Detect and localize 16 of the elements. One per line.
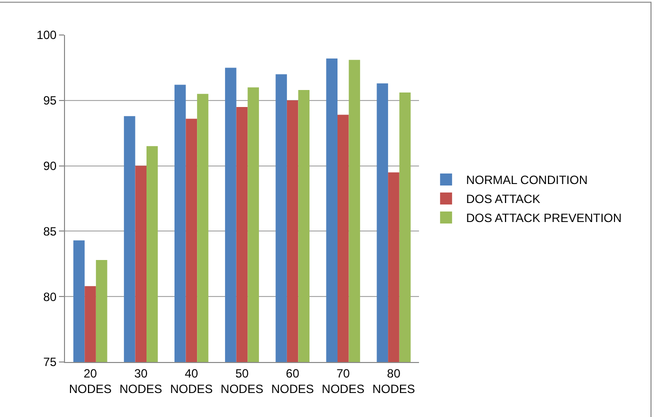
x-tick-label: 70 NODES [322,366,364,396]
x-tick-label: 80 NODES [372,366,416,396]
y-tick-label: 80 [43,290,57,304]
y-tick-label: 75 [43,355,57,370]
y-tick-label: 90 [43,159,57,173]
legend-label: DOS ATTACK [466,192,540,206]
legend-label: NORMAL CONDITION [466,173,588,188]
x-tick-label: 40 NODES [170,366,213,396]
x-tick-label: 50 NODES [220,366,264,396]
y-tick-label: 95 [43,94,57,108]
x-tick-label: 30 NODES [120,366,162,396]
x-tick-label: 20 NODES [68,366,112,396]
x-tick-label: 60 NODES [271,366,314,396]
y-tick-label: 100 [36,28,57,42]
y-tick-label: 85 [43,224,57,238]
legend-label: DOS ATTACK PREVENTION [466,211,622,226]
